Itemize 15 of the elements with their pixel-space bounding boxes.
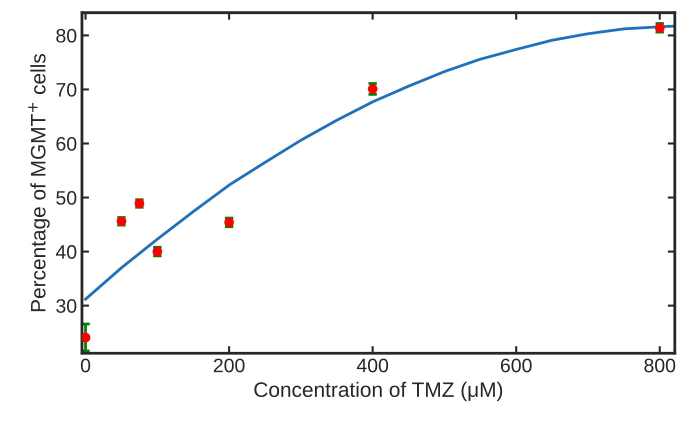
- x-tick-label: 400: [356, 358, 388, 372]
- point: [82, 332, 90, 342]
- x-tick-label: 600: [500, 358, 532, 372]
- y-axis-title: Percentage of MGMT$^{+}$ cells: [28, 54, 50, 312]
- x-tick-label: 800: [644, 358, 676, 372]
- line-series: [84, 24, 675, 301]
- y-tick-label: 60: [56, 136, 76, 151]
- y-tick-label: 40: [56, 245, 76, 259]
- y-tick-label: 30: [56, 299, 76, 313]
- y-tick-label: 80: [56, 28, 76, 43]
- x-tick-label: 200: [214, 358, 245, 372]
- y-tick-label: 70: [56, 82, 76, 97]
- x-tick-label: 0: [80, 358, 90, 372]
- x-axis-title: Concentration of TMZ (μM): [254, 382, 502, 402]
- y-tick-label: 50: [56, 191, 76, 205]
